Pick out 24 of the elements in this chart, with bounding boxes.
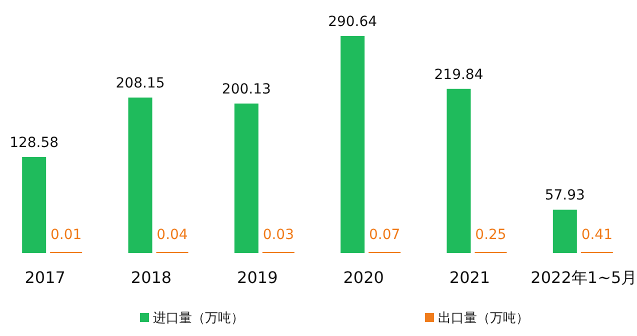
x-tick-label: 2022年1~5月 [530,268,637,287]
data-label: 0.01 [50,227,82,243]
x-tick-label: 2017 [24,268,66,287]
data-label: 57.93 [544,188,585,204]
bar [22,157,46,253]
x-tick-label: 2018 [130,268,172,287]
data-label: 0.25 [475,227,506,243]
data-label: 128.58 [10,135,59,151]
bar [552,210,577,253]
x-tick-label: 2019 [237,268,278,287]
bar [340,36,365,253]
data-label: 200.13 [222,82,271,98]
bar [234,104,258,253]
data-label: 219.84 [434,66,484,83]
data-label: 208.15 [116,76,165,92]
x-tick-label: 2021 [449,268,490,287]
bar [446,88,471,253]
bar [128,98,152,253]
data-label: 0.41 [581,227,613,243]
data-label: 0.03 [262,227,294,243]
data-label: 290.64 [328,14,378,30]
x-tick-label: 2020 [343,268,384,287]
data-label: 0.04 [156,227,188,243]
data-label: 0.07 [368,227,400,243]
